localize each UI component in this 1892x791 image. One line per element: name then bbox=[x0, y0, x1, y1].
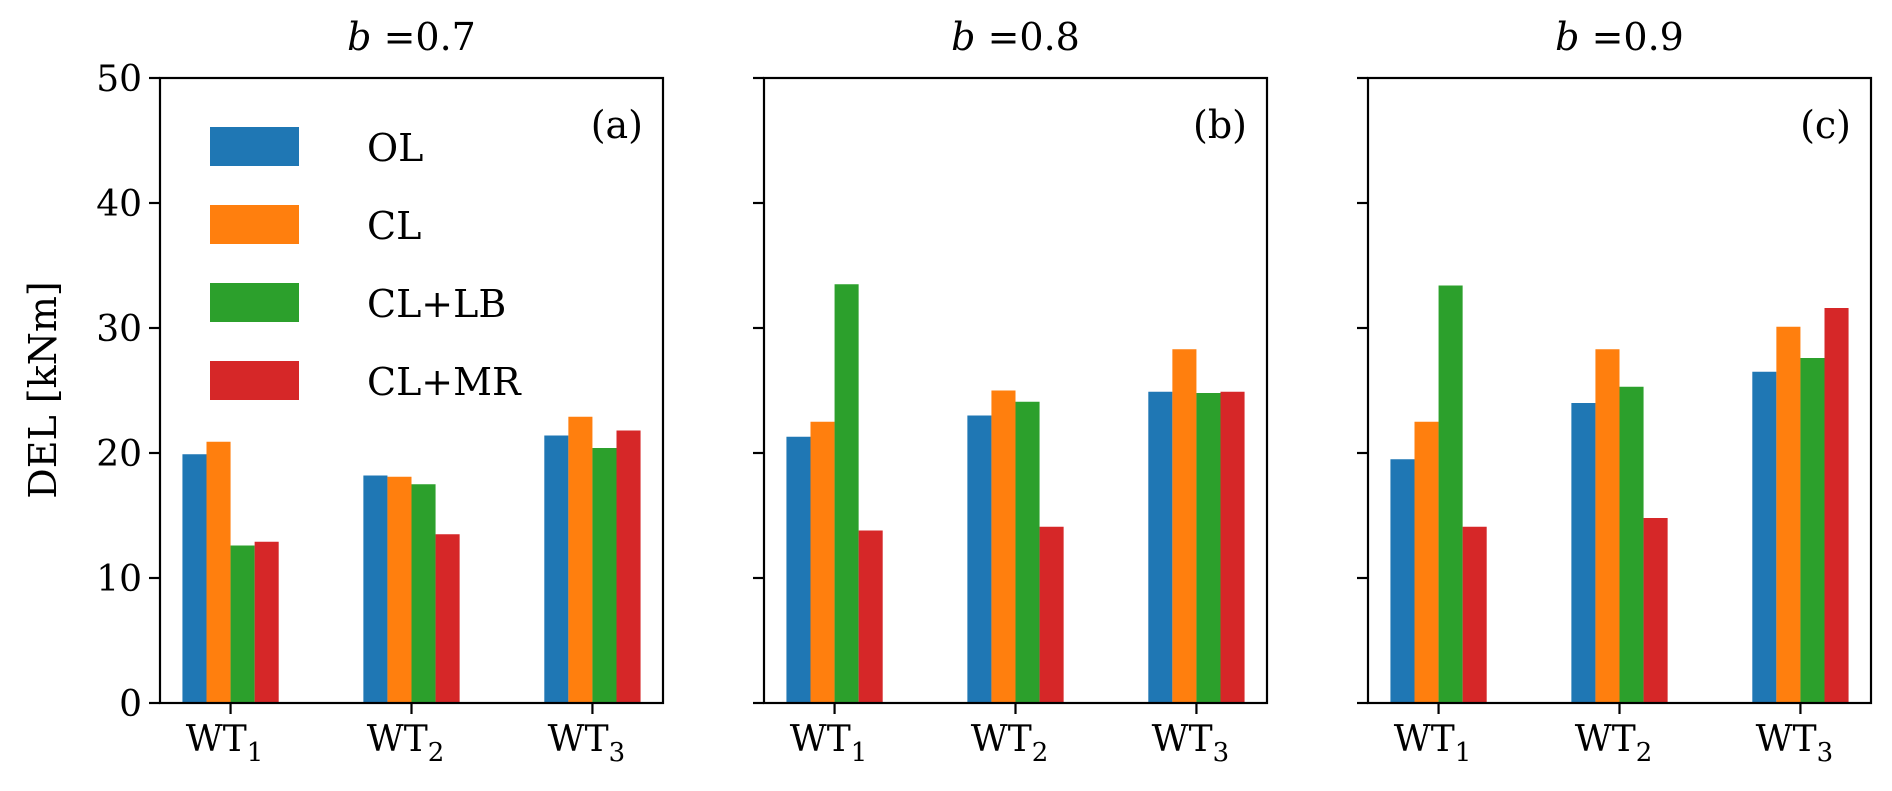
bar-cl-wt3 bbox=[1776, 326, 1801, 703]
bar-cl-lb-wt2 bbox=[411, 484, 436, 703]
bar-cl-wt3 bbox=[1172, 349, 1197, 703]
bar-cl-lb-wt1 bbox=[1438, 285, 1463, 703]
bar-cl-lb-wt2 bbox=[1619, 386, 1644, 703]
y-tick-label: 50 bbox=[96, 59, 142, 100]
panel-title-variable: b bbox=[347, 15, 371, 59]
panel-c: WT1 WT2 WT3 b =0.9 (c) bbox=[1357, 15, 1873, 768]
panel-title: b =0.8 bbox=[951, 15, 1080, 59]
bar-cl-lb-wt3 bbox=[1800, 358, 1825, 703]
bar-ol-wt2 bbox=[967, 415, 992, 703]
x-tick-label: WT3 bbox=[1152, 719, 1230, 768]
panel-tag: (a) bbox=[591, 103, 643, 147]
bar-ol-wt2 bbox=[363, 475, 388, 703]
x-tick-label-subscript: 3 bbox=[609, 738, 626, 768]
panel-tag: (c) bbox=[1800, 103, 1851, 147]
bar-cl-mr-wt3 bbox=[1824, 308, 1849, 703]
bar-cl-mr-wt1 bbox=[1462, 526, 1487, 703]
panel-title: b =0.9 bbox=[1555, 15, 1684, 59]
x-tick-label-subscript: 3 bbox=[1213, 738, 1230, 768]
bar-cl-wt2 bbox=[1595, 349, 1620, 703]
bar-cl-lb-wt1 bbox=[834, 284, 859, 703]
bar-cl-lb-wt2 bbox=[1015, 401, 1040, 703]
y-axis-label-group: DEL [kNm] bbox=[21, 281, 65, 498]
x-tick-label: WT2 bbox=[367, 719, 445, 768]
x-tick-label-subscript: 3 bbox=[1817, 738, 1834, 768]
legend-label-cl-lb: CL+LB bbox=[367, 282, 506, 326]
y-tick-label: 20 bbox=[96, 434, 142, 475]
x-tick-label: WT2 bbox=[1575, 719, 1653, 768]
bar-cl-mr-wt3 bbox=[616, 430, 641, 703]
legend-swatch-cl bbox=[210, 205, 299, 244]
bar-ol-wt1 bbox=[1390, 459, 1415, 703]
bar-cl-mr-wt1 bbox=[858, 530, 883, 703]
x-tick-label: WT1 bbox=[1394, 719, 1472, 768]
bar-cl-mr-wt1 bbox=[254, 541, 279, 703]
x-tick-label-subscript: 2 bbox=[1032, 738, 1049, 768]
bar-ol-wt3 bbox=[1752, 371, 1777, 703]
x-tick-label: WT3 bbox=[1756, 719, 1834, 768]
bar-ol-wt1 bbox=[182, 454, 207, 703]
bar-cl-wt1 bbox=[206, 441, 231, 703]
panel-title-value: =0.7 bbox=[371, 15, 475, 59]
panel-title-value: =0.9 bbox=[1579, 15, 1683, 59]
x-tick-label-subscript: 2 bbox=[1636, 738, 1653, 768]
x-tick-label: WT1 bbox=[790, 719, 868, 768]
x-tick-label: WT3 bbox=[548, 719, 626, 768]
bar-cl-lb-wt1 bbox=[230, 545, 255, 703]
bar-cl-mr-wt2 bbox=[435, 534, 460, 703]
bar-cl-mr-wt2 bbox=[1039, 526, 1064, 703]
legend-label-cl: CL bbox=[367, 204, 421, 248]
bar-ol-wt2 bbox=[1571, 403, 1596, 703]
panel-tag: (b) bbox=[1193, 103, 1247, 147]
panels: 0 10 20 30 40 50 WT1 WT2 WT3 b =0.7 (a) OL CL CL+LB CL… bbox=[96, 15, 1873, 768]
legend-swatch-cl-lb bbox=[210, 283, 299, 322]
legend-label-ol: OL bbox=[367, 126, 423, 170]
bar-cl-wt1 bbox=[810, 421, 835, 703]
y-tick-label: 30 bbox=[96, 309, 142, 350]
panel-b: WT1 WT2 WT3 b =0.8 (b) bbox=[753, 15, 1269, 768]
legend-label-cl-mr: CL+MR bbox=[367, 360, 522, 404]
bar-cl-mr-wt3 bbox=[1220, 391, 1245, 703]
panel-a: 0 10 20 30 40 50 WT1 WT2 WT3 b =0.7 (a) OL CL CL+LB CL… bbox=[96, 15, 665, 768]
bar-cl-wt1 bbox=[1414, 421, 1439, 703]
x-tick-label-subscript: 1 bbox=[247, 738, 264, 768]
panel-title-value: =0.8 bbox=[975, 15, 1079, 59]
bar-ol-wt3 bbox=[544, 435, 569, 703]
x-tick-label-subscript: 1 bbox=[851, 738, 868, 768]
y-axis-label: DEL [kNm] bbox=[21, 281, 65, 498]
y-tick-label: 0 bbox=[119, 684, 142, 725]
bar-ol-wt1 bbox=[786, 436, 811, 703]
panel-title-variable: b bbox=[951, 15, 975, 59]
bar-cl-wt3 bbox=[568, 416, 593, 703]
x-tick-label-subscript: 2 bbox=[428, 738, 445, 768]
bar-cl-lb-wt3 bbox=[592, 448, 617, 703]
bar-cl-wt2 bbox=[387, 476, 412, 703]
legend: OL CL CL+LB CL+MR bbox=[210, 126, 522, 404]
x-tick-label: WT2 bbox=[971, 719, 1049, 768]
bar-ol-wt3 bbox=[1148, 391, 1173, 703]
legend-swatch-ol bbox=[210, 127, 299, 166]
panel-title: b =0.7 bbox=[347, 15, 476, 59]
y-tick-label: 10 bbox=[96, 559, 142, 600]
bar-cl-lb-wt3 bbox=[1196, 393, 1221, 703]
bar-cl-wt2 bbox=[991, 390, 1016, 703]
x-tick-label-subscript: 1 bbox=[1455, 738, 1472, 768]
legend-swatch-cl-mr bbox=[210, 361, 299, 400]
x-tick-label: WT1 bbox=[186, 719, 264, 768]
bar-cl-mr-wt2 bbox=[1643, 518, 1668, 703]
panel-title-variable: b bbox=[1555, 15, 1579, 59]
y-tick-label: 40 bbox=[96, 184, 142, 225]
